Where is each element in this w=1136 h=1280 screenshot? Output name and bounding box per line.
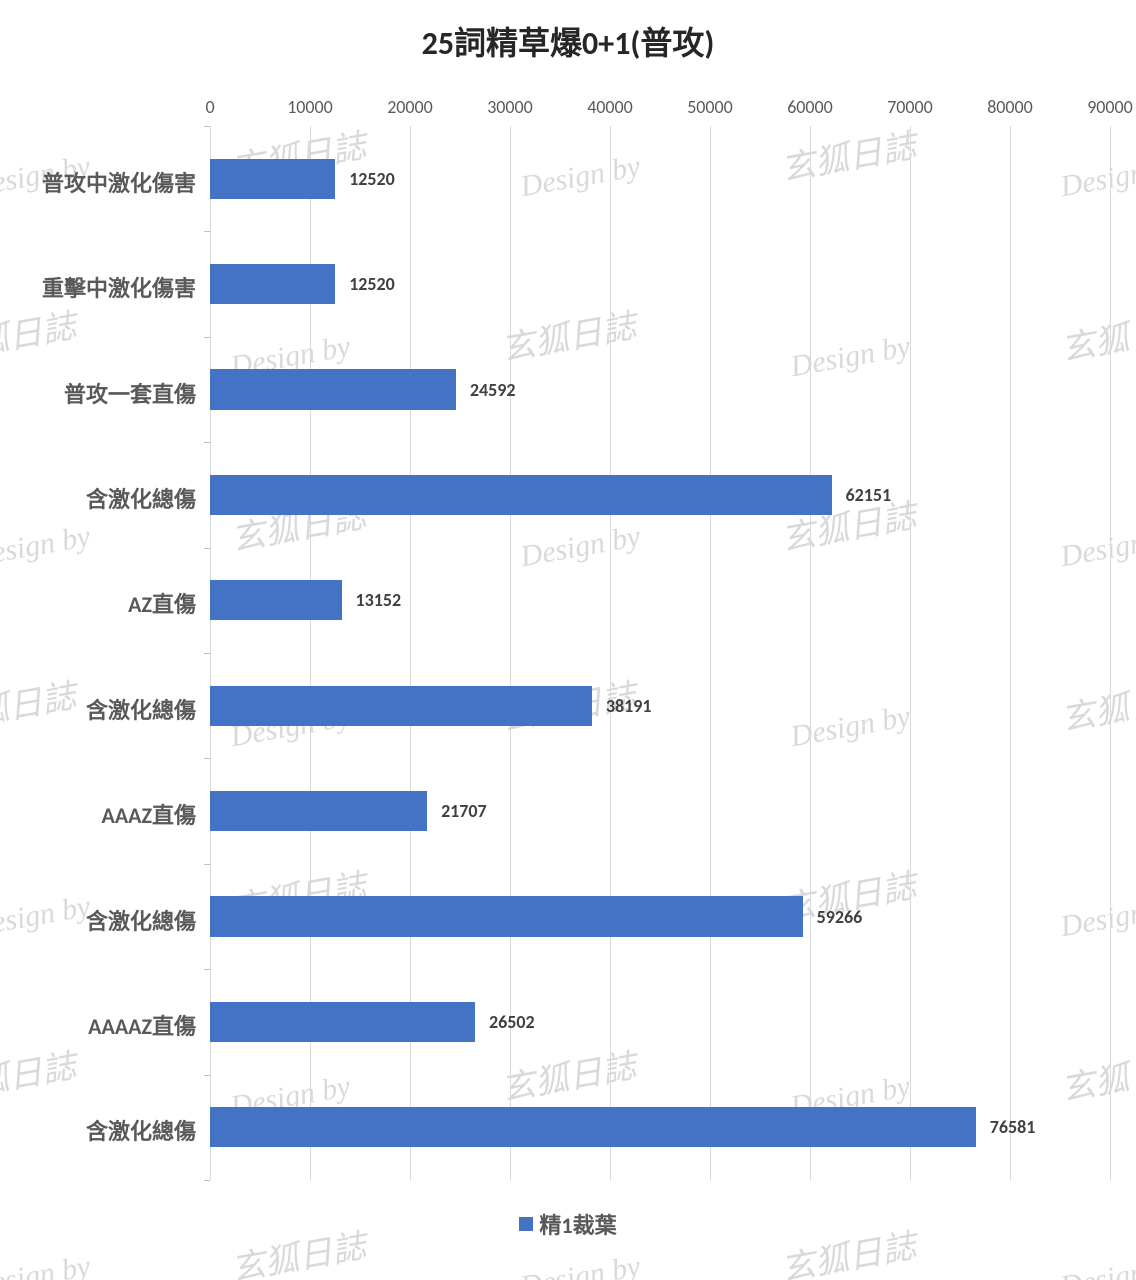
bar (210, 264, 335, 304)
bar (210, 686, 592, 726)
value-label: 76581 (990, 1116, 1036, 1138)
watermark-design-by: Design by (0, 890, 93, 944)
y-tick-mark (204, 969, 210, 970)
value-label: 26502 (489, 1011, 535, 1033)
category-label: 普攻一套直傷 (64, 377, 196, 409)
gridline (810, 126, 811, 1180)
value-label: 12520 (349, 273, 395, 295)
category-label: 普攻中激化傷害 (42, 166, 196, 198)
x-tick-label: 90000 (1070, 96, 1136, 118)
x-tick-label: 10000 (270, 96, 350, 118)
bar (210, 791, 427, 831)
category-label: AAAAZ直傷 (88, 1009, 196, 1041)
plot-area: 12520 12520 24592 62151 13152 38191 21707 59266… (210, 126, 1110, 1180)
watermark-design-by: Design by (1058, 1250, 1136, 1280)
bar (210, 369, 456, 409)
legend: 精1裁葉 (0, 1208, 1136, 1240)
gridline (1010, 126, 1011, 1180)
category-label: 含激化總傷 (86, 482, 196, 514)
category-label: 含激化總傷 (86, 1114, 196, 1146)
bar (210, 1002, 475, 1042)
category-label: 重擊中激化傷害 (42, 271, 196, 303)
x-tick-label: 20000 (370, 96, 450, 118)
value-label: 24592 (470, 379, 516, 401)
bar (210, 159, 335, 199)
x-tick-label: 60000 (770, 96, 850, 118)
value-label: 21707 (441, 800, 487, 822)
category-label: 含激化總傷 (86, 904, 196, 936)
x-tick-label: 50000 (670, 96, 750, 118)
category-label: AAAZ直傷 (101, 798, 196, 830)
legend-swatch (519, 1217, 533, 1231)
x-tick-label: 30000 (470, 96, 550, 118)
value-label: 13152 (356, 589, 402, 611)
category-label: 含激化總傷 (86, 693, 196, 725)
watermark-design-by: Design by (0, 520, 93, 574)
gridline (910, 126, 911, 1180)
gridline (710, 126, 711, 1180)
x-tick-label: 0 (170, 96, 250, 118)
x-tick-label: 80000 (970, 96, 1050, 118)
value-label: 12520 (349, 168, 395, 190)
value-label: 59266 (817, 906, 863, 928)
y-tick-mark (204, 1180, 210, 1181)
y-tick-mark (204, 1075, 210, 1076)
legend-label: 精1裁葉 (539, 1212, 616, 1239)
y-tick-mark (204, 758, 210, 759)
y-tick-mark (204, 864, 210, 865)
y-tick-mark (204, 337, 210, 338)
x-tick-label: 70000 (870, 96, 950, 118)
bar (210, 1107, 976, 1147)
y-tick-mark (204, 231, 210, 232)
y-tick-mark (204, 548, 210, 549)
y-tick-mark (204, 442, 210, 443)
category-label: AZ直傷 (128, 587, 196, 619)
watermark-logo: 玄狐日誌 (0, 299, 79, 371)
chart-title: 25詞精草爆0+1(普攻) (0, 18, 1136, 64)
x-tick-label: 40000 (570, 96, 650, 118)
watermark-logo: 玄狐日誌 (0, 1039, 79, 1111)
watermark-logo: 玄狐日誌 (0, 669, 79, 741)
value-label: 62151 (846, 484, 892, 506)
value-label: 38191 (606, 695, 652, 717)
gridline (610, 126, 611, 1180)
bar (210, 580, 342, 620)
watermark-design-by: Design by (0, 1250, 93, 1280)
bar (210, 896, 803, 936)
gridline (1110, 126, 1111, 1180)
y-tick-mark (204, 126, 210, 127)
bar (210, 475, 832, 515)
y-tick-mark (204, 653, 210, 654)
watermark-design-by: Design by (518, 1250, 643, 1280)
